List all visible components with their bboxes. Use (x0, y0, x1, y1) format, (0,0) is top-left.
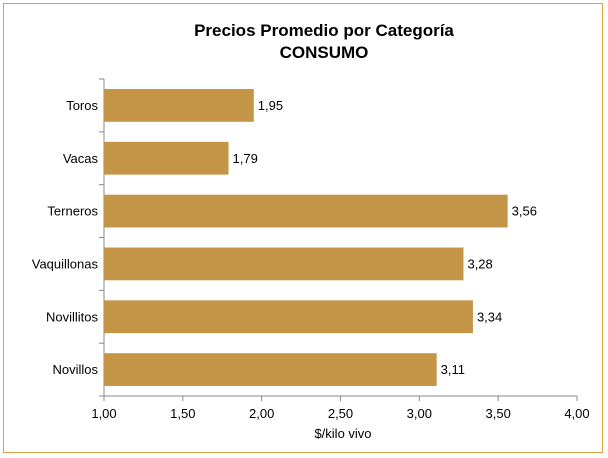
bar-chart: Precios Promedio por Categoría CONSUMO T… (32, 21, 590, 441)
data-label: 1,95 (258, 98, 283, 113)
x-tick-label: 1,50 (170, 406, 195, 421)
category-label: Terneros (47, 204, 98, 219)
chart-title: Precios Promedio por Categoría (194, 21, 454, 40)
x-tick-label: 1,00 (91, 406, 116, 421)
bar-novillitos (104, 300, 473, 334)
data-label: 3,56 (512, 204, 537, 219)
x-tick-label: 3,00 (407, 406, 432, 421)
category-label: Novillos (52, 362, 98, 377)
data-label: 3,34 (477, 309, 502, 324)
chart-frame: Precios Promedio por Categoría CONSUMO T… (3, 3, 603, 453)
data-label: 3,11 (441, 362, 465, 377)
bar-terneros (104, 194, 508, 228)
x-axis-label: $/kilo vivo (314, 426, 371, 441)
x-tick-label: 4,00 (564, 406, 589, 421)
x-tick-label: 3,50 (486, 406, 511, 421)
bar-toros (104, 89, 254, 122)
category-label: Novillitos (46, 309, 99, 324)
data-label: 1,79 (233, 151, 258, 166)
category-label: Vaquillonas (32, 256, 99, 271)
bar-vacas (104, 141, 229, 175)
bar-novillos (104, 353, 437, 386)
category-label: Vacas (63, 151, 99, 166)
chart-subtitle: CONSUMO (280, 43, 369, 62)
x-tick-label: 2,00 (249, 406, 274, 421)
bar-vaquillonas (104, 247, 464, 281)
category-label: Toros (66, 98, 98, 113)
x-tick-label: 2,50 (328, 406, 353, 421)
plot-area: Toros 1,95 Vacas 1,79 Terneros 3,56 Vaquillona… (32, 78, 590, 421)
data-label: 3,28 (467, 256, 492, 271)
